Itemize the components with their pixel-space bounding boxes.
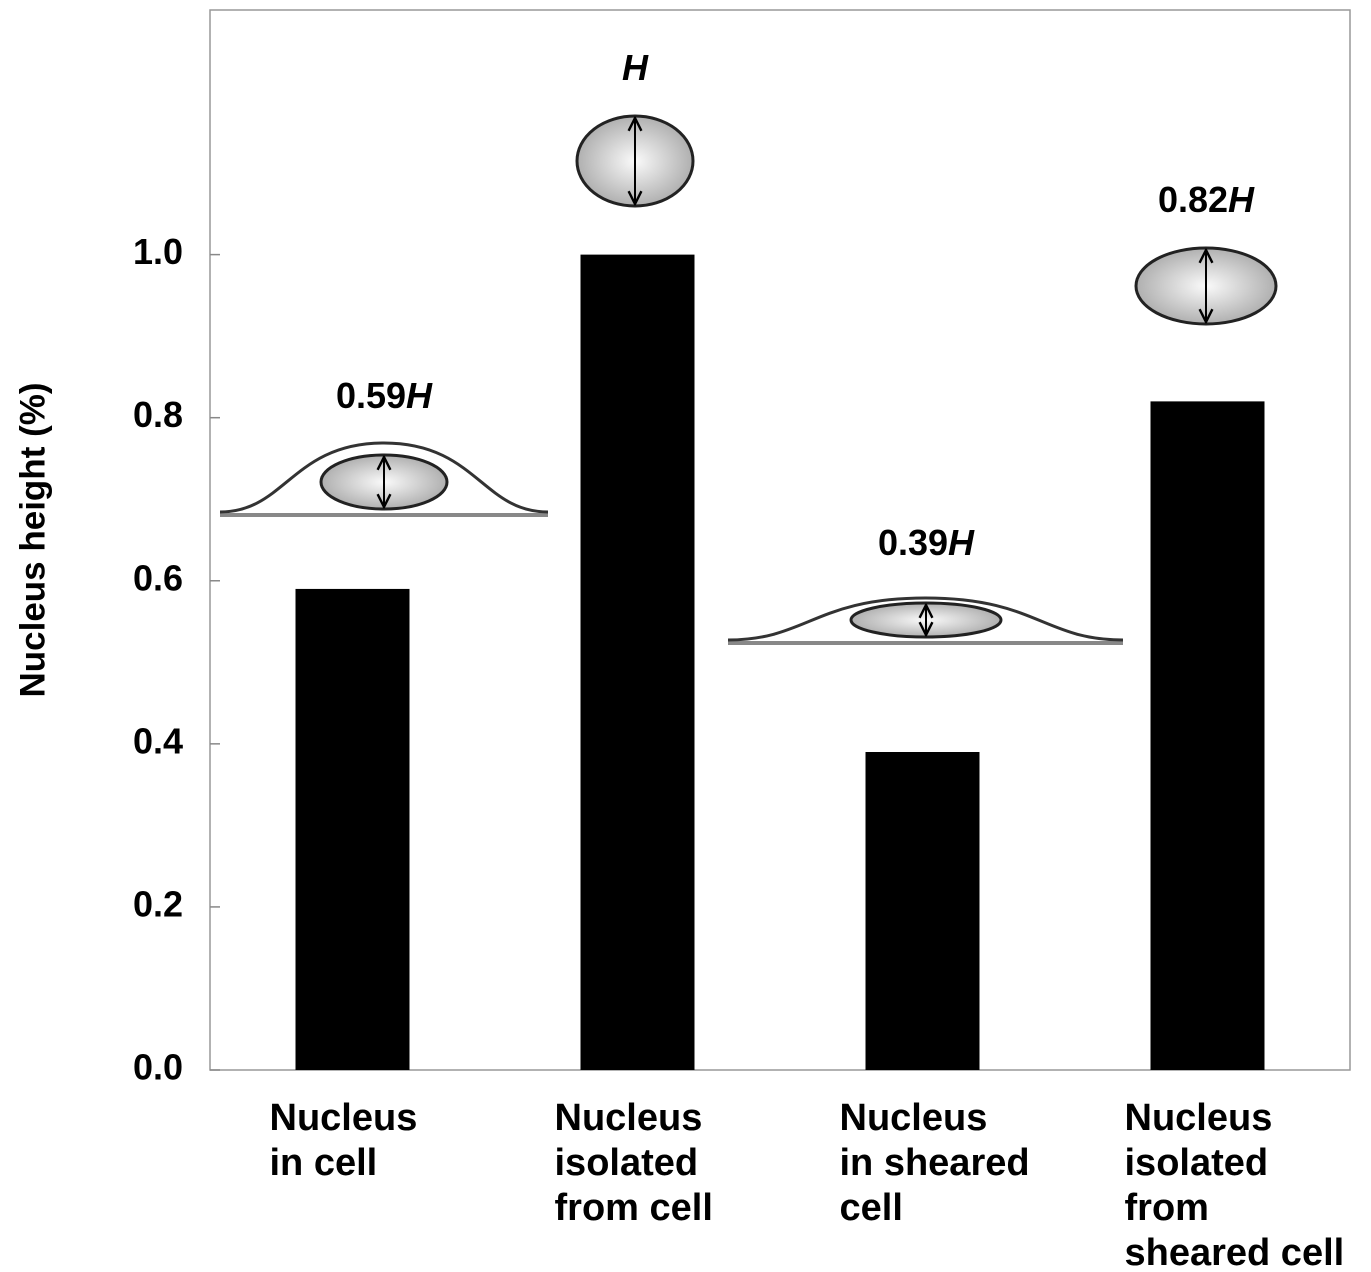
value-label: 0.59H (336, 375, 433, 416)
chart: Nucleus height (%) 0.0 0.2 0.4 0.6 0.8 1.0 0.5… (0, 0, 1371, 1272)
value-label-number: 0.82 (1158, 179, 1228, 220)
value-label-number: 0.59 (336, 375, 406, 416)
x-tick-label: Nucleus isolated from cell (555, 1096, 713, 1231)
y-tick-label: 0.2 (133, 883, 183, 924)
y-tick-label: 1.0 (133, 231, 183, 272)
value-label: 0.39H (878, 522, 975, 563)
value-label: 0.82H (1158, 179, 1255, 220)
x-tick-label: Nucleus in sheared cell (840, 1096, 1030, 1231)
x-tick-label: Nucleus isolated from sheared cell (1125, 1096, 1345, 1272)
bar (296, 589, 410, 1070)
y-axis-label: Nucleus height (%) (13, 382, 52, 697)
page: Nucleus height (%) 0.0 0.2 0.4 0.6 0.8 1.0 0.5… (0, 0, 1371, 1272)
value-label: H (622, 47, 649, 88)
y-tick-label: 0.6 (133, 557, 183, 598)
value-label-unit: H (1228, 179, 1255, 220)
y-tick-label: 0.0 (133, 1047, 183, 1088)
value-label-unit: H (622, 47, 649, 88)
y-tick-label: 0.4 (133, 720, 183, 761)
value-label-number: 0.39 (878, 522, 948, 563)
y-tick-label: 0.8 (133, 394, 183, 435)
value-label-unit: H (948, 522, 975, 563)
bar (581, 255, 695, 1070)
bar (1151, 401, 1265, 1070)
value-label-unit: H (406, 375, 433, 416)
bar (866, 752, 980, 1070)
x-tick-label: Nucleus in cell (270, 1096, 418, 1186)
